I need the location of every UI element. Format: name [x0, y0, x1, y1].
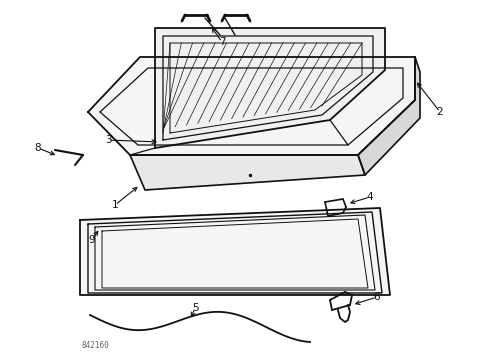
Polygon shape: [88, 57, 415, 155]
Polygon shape: [155, 28, 385, 148]
Text: 9: 9: [89, 235, 96, 245]
Text: 1: 1: [112, 200, 118, 210]
Text: 8: 8: [35, 143, 41, 153]
Polygon shape: [358, 57, 420, 175]
Polygon shape: [130, 155, 365, 190]
Text: 5: 5: [192, 303, 198, 313]
Text: 4: 4: [367, 192, 373, 202]
Text: 7: 7: [219, 37, 225, 47]
Polygon shape: [80, 208, 390, 295]
Text: 842160: 842160: [82, 341, 110, 350]
Text: 2: 2: [437, 107, 443, 117]
Text: 3: 3: [105, 135, 111, 145]
Text: 6: 6: [374, 292, 380, 302]
